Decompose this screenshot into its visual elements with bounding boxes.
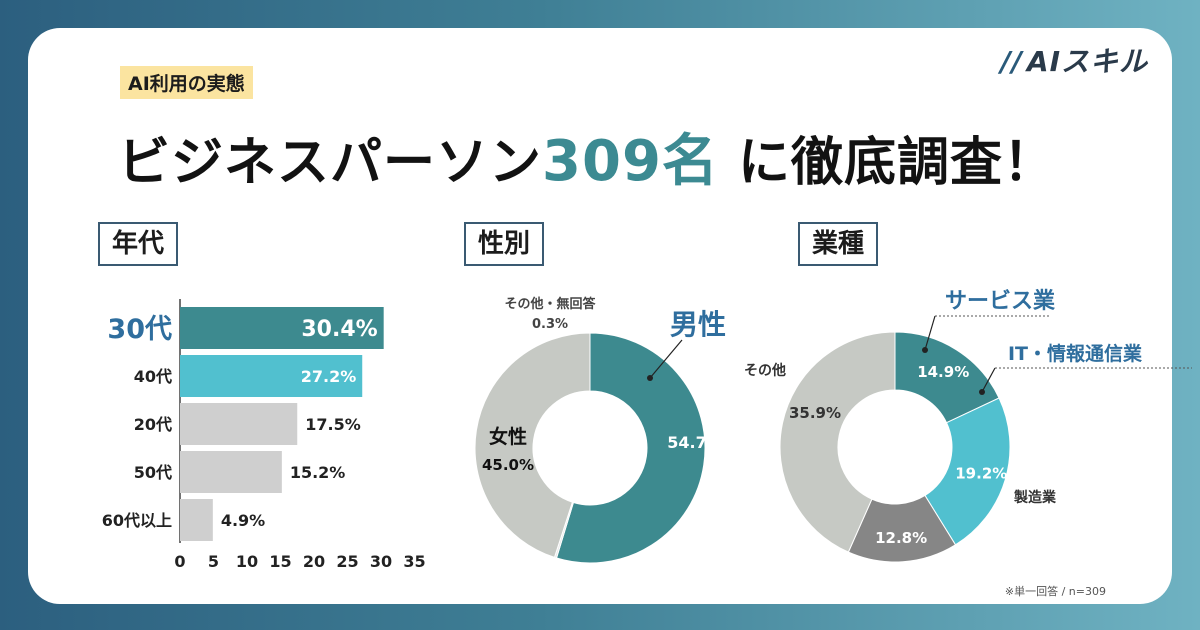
leader-dot-male — [647, 375, 653, 381]
slice-value-0: 14.9% — [917, 363, 969, 381]
x-tick-7: 35 — [403, 552, 425, 571]
title-highlight: 309名 — [542, 129, 719, 194]
brand-logo: //AIスキル — [1000, 40, 1148, 80]
bar-0 — [180, 307, 384, 349]
x-tick-6: 30 — [370, 552, 392, 571]
leader-dot-1 — [979, 389, 985, 395]
value-label-1: 27.2% — [301, 367, 357, 386]
bar-3 — [180, 451, 282, 493]
slice-label-other: その他・無回答 — [504, 296, 596, 312]
section-label-gender: 性別 — [464, 222, 545, 266]
bar-1 — [180, 355, 363, 397]
value-label-3: 15.2% — [290, 463, 346, 482]
leader-dot-0 — [922, 347, 928, 353]
category-label-3: 50代 — [134, 463, 172, 482]
slice-label-3: その他 — [744, 362, 786, 379]
section-label-age: 年代 — [98, 222, 179, 266]
slice-label-female: 女性 — [489, 425, 527, 448]
value-label-0: 30.4% — [301, 317, 377, 342]
x-tick-3: 15 — [269, 552, 291, 571]
bar-4 — [180, 499, 213, 541]
slice-value-3: 35.9% — [789, 404, 841, 422]
slice-value-1: 19.2% — [955, 465, 1007, 483]
slice-label-0: サービス業 — [945, 289, 1056, 314]
slice-value-other: 0.3% — [532, 317, 568, 332]
leader-line-0 — [924, 315, 936, 351]
title-post: に徹底調査！ — [738, 133, 1057, 193]
slice-value-female: 45.0% — [482, 456, 534, 474]
logo-text: AIスキル — [1026, 45, 1148, 78]
slice-1 — [924, 397, 1011, 546]
title-pre: ビジネスパーソン — [118, 133, 543, 193]
slice-label-male: 男性 — [670, 308, 726, 341]
x-tick-0: 0 — [174, 552, 185, 571]
x-tick-2: 10 — [236, 552, 258, 571]
section-label-industry: 業種 — [798, 222, 879, 266]
survey-tag: AI利用の実態 — [120, 66, 253, 99]
slice-2 — [474, 332, 591, 559]
age-bar-chart: 30代 30.4% 40代 27.2% 20代 17.5% 50代 15.2% 60代以上 4.9… — [102, 299, 426, 571]
slice-label-2: 製造業 — [1013, 489, 1057, 506]
x-tick-4: 20 — [303, 552, 325, 571]
category-label-0: 30代 — [107, 314, 172, 345]
slice-value-2: 12.8% — [875, 529, 927, 547]
gender-donut-chart: 54.7% 男性 その他・無回答 0.3% 女性 45.0% — [474, 296, 726, 564]
footnote: ※単一回答 / n=309 — [1004, 585, 1106, 598]
category-label-4: 60代以上 — [102, 511, 172, 530]
value-label-2: 17.5% — [305, 415, 361, 434]
leader-line-1 — [981, 367, 996, 393]
slice-0 — [555, 332, 706, 564]
x-tick-5: 25 — [336, 552, 358, 571]
logo-mark-icon: // — [1000, 45, 1023, 78]
leader-line-male — [649, 339, 683, 379]
slice-label-1: IT・情報通信業 — [1008, 342, 1143, 365]
category-label-1: 40代 — [134, 367, 172, 386]
x-tick-1: 5 — [208, 552, 219, 571]
bar-2 — [180, 403, 298, 445]
page-title: ビジネスパーソン309名 に徹底調査！ — [118, 116, 1056, 197]
category-label-2: 20代 — [134, 415, 172, 434]
slice-3 — [779, 331, 896, 553]
value-label-4: 4.9% — [221, 511, 265, 530]
slice-value-male: 54.7% — [667, 433, 723, 452]
